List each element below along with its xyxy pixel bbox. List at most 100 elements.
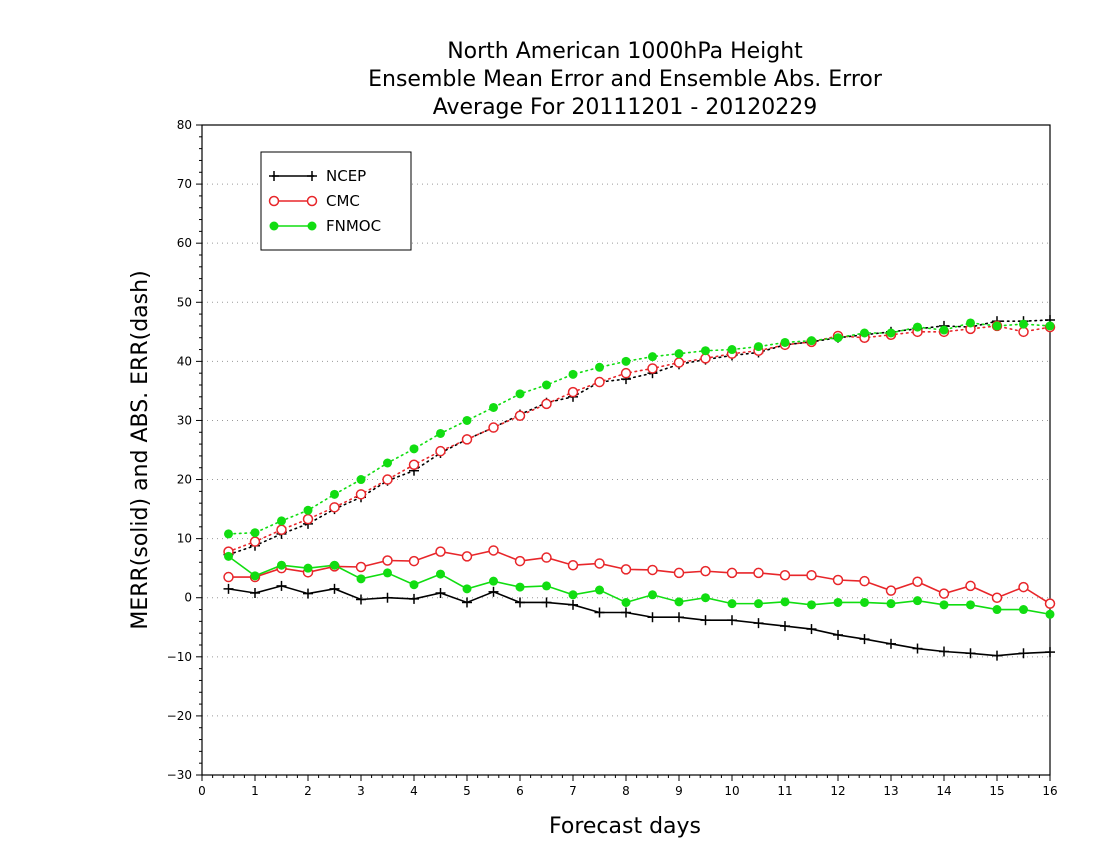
merr-point-ncep [382,592,393,603]
legend: NCEP CMC FNMOC [260,151,412,251]
y-tick-label: −30 [167,768,192,782]
abs-err-point-fnmoc [356,475,366,485]
merr-point-cmc [382,555,393,566]
merr-point-cmc [408,555,420,567]
merr-point-ncep [594,607,605,618]
abs-err-point-fnmoc [1019,319,1028,329]
merr-point-ncep [965,648,976,659]
abs-err-point-fnmoc [409,444,419,454]
series-layer [223,315,1056,661]
abs-err-point-fnmoc [621,356,631,366]
merr-point-ncep [435,588,446,598]
x-tick-label: 12 [830,784,845,798]
merr-point-ncep [674,612,684,623]
x-tick-label: 1 [251,784,259,798]
series-ncep [223,315,1055,661]
merr-point-ncep [700,615,711,626]
y-tick-label: 60 [177,236,192,250]
abs-err-point-fnmoc [462,415,472,425]
merr-point-ncep [647,612,658,623]
abs-err-point-fnmoc [489,402,498,412]
x-tick-label: 7 [569,784,577,798]
legend-marker-fnmoc [307,221,317,231]
merr-point-fnmoc [1045,609,1055,619]
abs-err-point-fnmoc [515,389,525,399]
merr-point-fnmoc [542,581,551,591]
abs-err-point-fnmoc [303,505,313,515]
abs-err-point-fnmoc [992,321,1002,331]
abs-err-point-fnmoc [807,336,816,346]
abs-err-point-fnmoc [648,352,657,362]
legend-marker-ncep [307,171,317,181]
merr-point-cmc [806,570,817,581]
abs-err-point-cmc [329,502,340,513]
y-tick-label: 30 [177,413,192,427]
legend-label-ncep: NCEP [326,167,366,185]
merr-point-cmc [461,551,473,562]
abs-err-point-cmc [408,459,420,471]
merr-point-ncep [806,624,817,635]
abs-err-point-fnmoc [330,489,339,499]
merr-point-cmc [620,564,632,575]
abs-err-point-cmc [673,357,685,368]
abs-err-point-cmc [435,445,446,457]
abs-err-point-cmc [567,386,579,398]
abs-err-point-fnmoc [436,428,445,438]
abs-err-point-cmc [620,367,632,379]
abs-err-line-cmc [227,325,1051,553]
merr-point-fnmoc [568,590,578,600]
merr-point-fnmoc [992,605,1002,615]
merr-point-ncep [568,599,578,610]
legend-label-cmc: CMC [326,192,360,210]
merr-point-ncep [541,597,552,608]
merr-point-fnmoc [250,571,260,581]
merr-point-fnmoc [409,580,419,590]
abs-err-point-fnmoc [780,337,790,347]
abs-err-point-cmc [382,474,393,485]
abs-err-point-cmc [249,536,261,547]
abs-err-point-fnmoc [568,369,578,379]
merr-point-ncep [303,588,313,599]
chart-title-line: Ensemble Mean Error and Ensemble Abs. Er… [368,67,883,92]
merr-point-fnmoc [674,597,684,607]
merr-point-fnmoc [1019,605,1028,615]
chart-title-line: Average For 20111201 - 20120229 [433,95,818,120]
abs-err-point-cmc [276,524,287,536]
merr-point-ncep [1018,648,1029,659]
axis-ticks: 0 1 2 3 4 5 6 7 8 9 10 11 12 13 14 15 16−30−20−100102030… [167,118,1058,798]
merr-point-fnmoc [462,584,472,594]
abs-err-line-fnmoc [227,322,1051,535]
merr-point-ncep [488,586,499,597]
merr-point-ncep [223,583,234,594]
merr-point-ncep [515,597,525,608]
abs-err-point-cmc [1018,326,1029,338]
merr-point-cmc [832,574,844,586]
merr-point-cmc [991,592,1003,603]
merr-point-cmc [938,588,950,599]
merr-point-ncep [329,583,340,594]
abs-err-point-cmc [514,410,526,421]
merr-point-fnmoc [330,560,339,570]
x-tick-label: 2 [304,784,312,798]
merr-point-ncep [356,594,366,605]
y-tick-label: 0 [184,591,192,605]
merr-point-ncep [462,597,472,608]
y-tick-label: 10 [177,532,192,546]
merr-point-ncep [409,593,419,604]
abs-err-point-cmc [302,513,314,525]
merr-point-fnmoc [303,563,313,573]
x-tick-label: 16 [1042,784,1057,798]
merr-point-cmc [779,570,791,581]
abs-err-point-fnmoc [595,362,604,372]
legend-marker-fnmoc [269,221,279,231]
x-tick-label: 14 [936,784,951,798]
merr-point-ncep [250,588,260,598]
x-tick-label: 9 [675,784,683,798]
abs-err-point-fnmoc [542,380,551,390]
merr-point-cmc [965,580,976,592]
merr-point-cmc [435,546,446,557]
abs-err-point-fnmoc [224,529,233,539]
merr-point-ncep [992,650,1002,661]
merr-point-cmc [885,585,897,596]
abs-err-point-fnmoc [727,345,737,355]
